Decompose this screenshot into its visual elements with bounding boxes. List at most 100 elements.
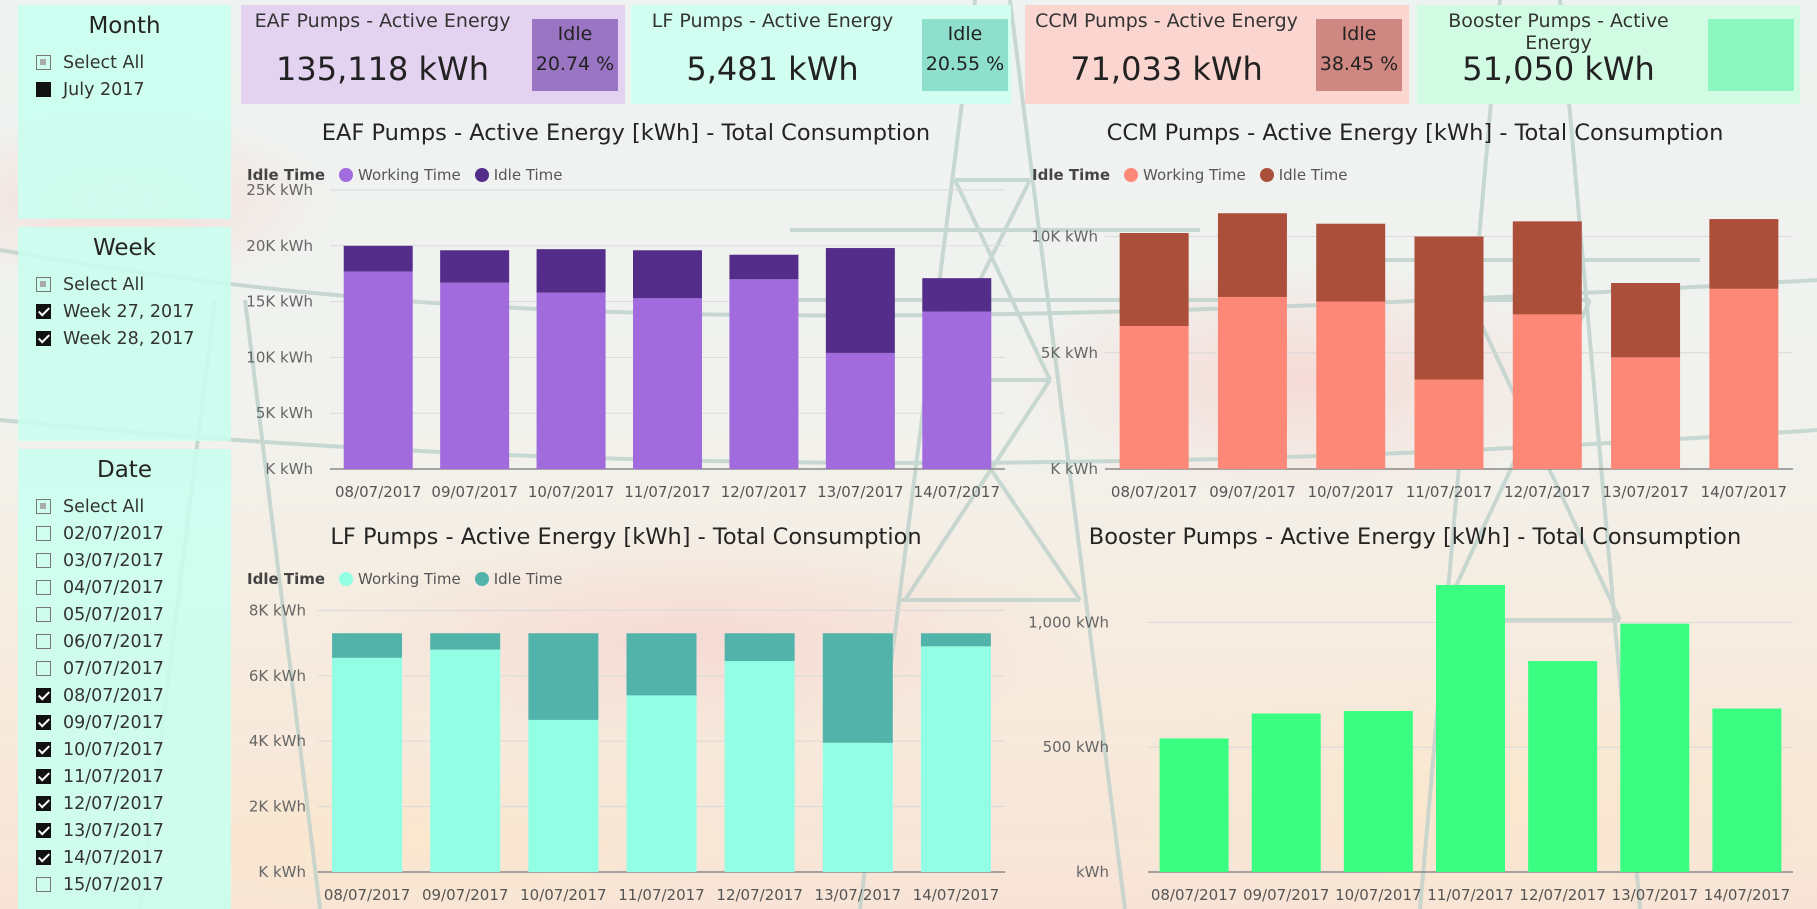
lf-x-tick-label: 09/07/2017 bbox=[422, 886, 508, 904]
lf-bar-working bbox=[430, 649, 501, 872]
eaf-x-tick-label: 10/07/2017 bbox=[528, 483, 614, 501]
date-slicer-option[interactable]: 12/07/2017 bbox=[18, 790, 231, 817]
eaf-x-tick-label: 12/07/2017 bbox=[721, 483, 807, 501]
month-slicer-option[interactable]: Select All bbox=[18, 49, 231, 76]
checkbox-icon[interactable] bbox=[36, 82, 51, 97]
date-slicer-option[interactable]: 07/07/2017 bbox=[18, 655, 231, 682]
lf-y-tick-label: 2K kWh bbox=[249, 798, 306, 816]
eaf-bar-working bbox=[633, 298, 702, 469]
date-slicer-option[interactable]: 05/07/2017 bbox=[18, 601, 231, 628]
booster-bar-working bbox=[1436, 584, 1505, 872]
checkbox-icon[interactable] bbox=[36, 661, 51, 676]
date-slicer-option[interactable]: 10/07/2017 bbox=[18, 736, 231, 763]
checkbox-icon[interactable] bbox=[36, 877, 51, 892]
booster-bar-working bbox=[1528, 661, 1598, 872]
lf-chart-title: LF Pumps - Active Energy [kWh] - Total C… bbox=[330, 524, 922, 550]
date-slicer: Date Select All 02/07/2017 03/07/2017 04/07… bbox=[18, 449, 231, 909]
ccm-bar-working bbox=[1414, 379, 1484, 469]
checkbox-icon[interactable] bbox=[36, 277, 51, 292]
eaf-bar-idle bbox=[343, 245, 413, 272]
eaf-legend-idle-label[interactable]: Idle Time bbox=[493, 166, 563, 184]
month-slicer-option[interactable]: July 2017 bbox=[18, 76, 231, 103]
date-slicer-option-label: 05/07/2017 bbox=[63, 604, 164, 625]
booster-idle-box bbox=[1708, 19, 1794, 91]
booster-x-tick-label: 11/07/2017 bbox=[1427, 886, 1513, 904]
checkbox-icon[interactable] bbox=[36, 526, 51, 541]
booster-chart-title: Booster Pumps - Active Energy [kWh] - To… bbox=[1088, 524, 1742, 550]
lf-bar-idle bbox=[528, 633, 599, 720]
ccm-x-tick-label: 10/07/2017 bbox=[1307, 483, 1393, 501]
date-slicer-option[interactable]: 08/07/2017 bbox=[18, 682, 231, 709]
lf-card-value: 5,481 kWh bbox=[686, 50, 859, 88]
eaf-y-tick-label: 10K kWh bbox=[246, 348, 313, 366]
checkbox-icon[interactable] bbox=[36, 607, 51, 622]
ccm-bar-idle bbox=[1217, 213, 1287, 297]
date-slicer-option[interactable]: 11/07/2017 bbox=[18, 763, 231, 790]
ccm-x-tick-label: 13/07/2017 bbox=[1602, 483, 1688, 501]
week-slicer-title: Week bbox=[92, 235, 156, 261]
date-slicer-option[interactable]: 02/07/2017 bbox=[18, 520, 231, 547]
checkbox-icon[interactable] bbox=[36, 769, 51, 784]
date-slicer-option[interactable]: 15/07/2017 bbox=[18, 871, 231, 898]
checkbox-icon[interactable] bbox=[36, 715, 51, 730]
ccm-x-tick-label: 14/07/2017 bbox=[1701, 483, 1787, 501]
booster-x-tick-label: 09/07/2017 bbox=[1243, 886, 1329, 904]
date-slicer-option-label: 14/07/2017 bbox=[63, 847, 164, 868]
checkbox-icon[interactable] bbox=[36, 304, 51, 319]
checkbox-icon[interactable] bbox=[36, 580, 51, 595]
date-slicer-option[interactable]: Select All bbox=[18, 493, 231, 520]
checkbox-icon[interactable] bbox=[36, 742, 51, 757]
eaf-bar-idle bbox=[922, 278, 992, 312]
month-slicer-option-label: July 2017 bbox=[63, 79, 145, 100]
date-slicer-option-label: 06/07/2017 bbox=[63, 631, 164, 652]
week-slicer-option[interactable]: Week 27, 2017 bbox=[18, 298, 231, 325]
ccm-x-tick-label: 12/07/2017 bbox=[1504, 483, 1590, 501]
booster-card-value: 51,050 kWh bbox=[1462, 50, 1655, 88]
checkbox-icon[interactable] bbox=[36, 331, 51, 346]
ccm-idle-label: Idle bbox=[1341, 23, 1377, 45]
checkbox-icon[interactable] bbox=[36, 553, 51, 568]
ccm-idle-box: Idle 38.45 % bbox=[1316, 19, 1402, 91]
date-slicer-option[interactable]: 09/07/2017 bbox=[18, 709, 231, 736]
eaf-bar-idle bbox=[440, 250, 510, 283]
ccm-legend-idle-label[interactable]: Idle Time bbox=[1278, 166, 1348, 184]
date-slicer-option[interactable]: 13/07/2017 bbox=[18, 817, 231, 844]
booster-y-tick-label: 500 kWh bbox=[1043, 738, 1109, 756]
lf-legend-idle-label[interactable]: Idle Time bbox=[493, 570, 563, 588]
date-slicer-option-label: 08/07/2017 bbox=[63, 685, 164, 706]
week-slicer-option[interactable]: Select All bbox=[18, 271, 231, 298]
week-slicer-option[interactable]: Week 28, 2017 bbox=[18, 325, 231, 352]
booster-bar-working bbox=[1620, 623, 1690, 872]
lf-legend-working-label[interactable]: Working Time bbox=[358, 570, 461, 588]
week-slicer-option-label: Week 28, 2017 bbox=[63, 328, 195, 349]
ccm-chart-title: CCM Pumps - Active Energy [kWh] - Total … bbox=[1106, 120, 1724, 146]
checkbox-icon[interactable] bbox=[36, 688, 51, 703]
checkbox-icon[interactable] bbox=[36, 55, 51, 70]
lf-bar-idle bbox=[332, 633, 403, 658]
date-slicer-option[interactable]: 03/07/2017 bbox=[18, 547, 231, 574]
lf-x-tick-label: 08/07/2017 bbox=[324, 886, 410, 904]
checkbox-icon[interactable] bbox=[36, 499, 51, 514]
checkbox-icon[interactable] bbox=[36, 823, 51, 838]
checkbox-icon[interactable] bbox=[36, 796, 51, 811]
ccm-legend-working-label[interactable]: Working Time bbox=[1143, 166, 1246, 184]
date-slicer-option[interactable]: 06/07/2017 bbox=[18, 628, 231, 655]
date-slicer-option[interactable]: 14/07/2017 bbox=[18, 844, 231, 871]
ccm-bar-idle bbox=[1709, 219, 1779, 289]
lf-bar-working bbox=[626, 695, 697, 872]
checkbox-icon[interactable] bbox=[36, 850, 51, 865]
week-slicer-option-label: Select All bbox=[63, 274, 145, 295]
eaf-x-tick-label: 09/07/2017 bbox=[431, 483, 517, 501]
booster-bar-working bbox=[1712, 708, 1782, 872]
ccm-chart-legend: Idle Time Working Time Idle Time bbox=[1032, 166, 1362, 184]
eaf-legend-working-label[interactable]: Working Time bbox=[358, 166, 461, 184]
date-slicer-option-label: 13/07/2017 bbox=[63, 820, 164, 841]
lf-legend-title: Idle Time bbox=[247, 570, 326, 588]
booster-x-tick-label: 12/07/2017 bbox=[1519, 886, 1605, 904]
date-slicer-option[interactable]: 04/07/2017 bbox=[18, 574, 231, 601]
checkbox-icon[interactable] bbox=[36, 634, 51, 649]
lf-bar-working bbox=[724, 661, 795, 872]
lf-idle-label: Idle bbox=[947, 23, 983, 45]
ccm-bar-idle bbox=[1414, 236, 1484, 380]
lf-legend-idle-dot bbox=[474, 572, 489, 586]
